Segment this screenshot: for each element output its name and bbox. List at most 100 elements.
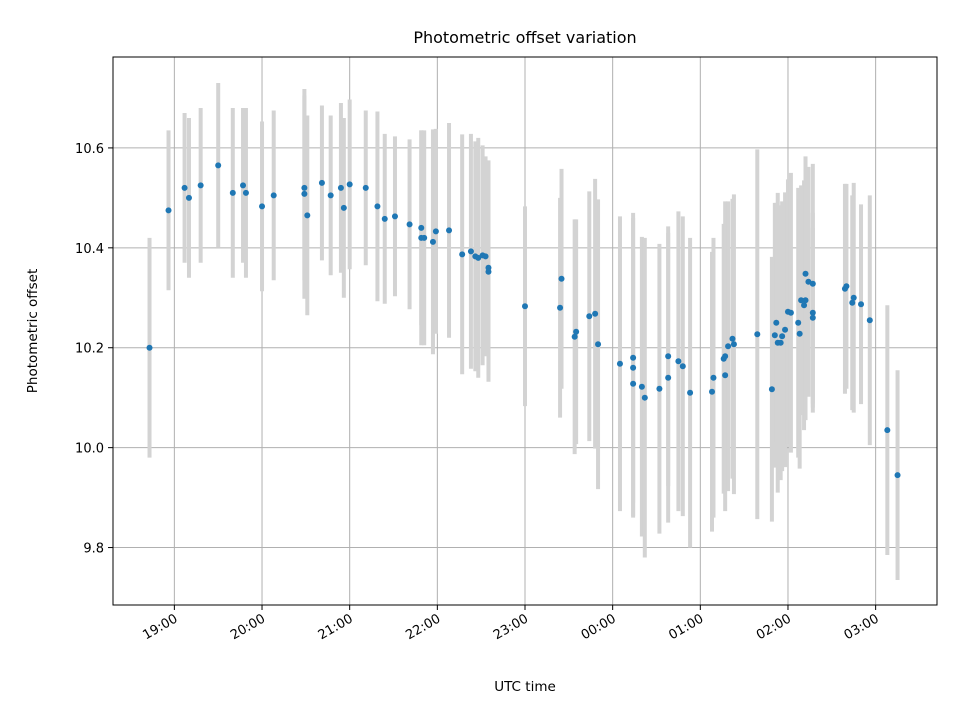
data-point	[429, 238, 436, 245]
data-point	[558, 275, 565, 282]
data-point	[185, 194, 192, 201]
data-point	[710, 374, 717, 381]
data-point	[242, 189, 249, 196]
x-axis-label: UTC time	[494, 679, 556, 695]
data-point	[630, 354, 637, 361]
y-axis-label: Photometric offset	[25, 269, 41, 393]
data-point	[337, 184, 344, 191]
data-point	[768, 386, 775, 393]
data-point	[630, 380, 637, 387]
data-point	[679, 363, 686, 370]
x-tick-label: 00:00	[579, 611, 619, 643]
data-point	[665, 374, 672, 381]
data-point	[884, 427, 891, 434]
data-point	[467, 248, 474, 255]
data-point	[709, 388, 716, 395]
data-point	[787, 309, 794, 316]
data-point	[722, 372, 729, 379]
data-point	[446, 227, 453, 234]
data-point	[340, 204, 347, 211]
x-tick-label: 23:00	[491, 611, 531, 643]
y-tick-label: 9.8	[83, 542, 104, 557]
y-tick-label: 10.0	[75, 442, 104, 457]
data-point	[802, 270, 809, 277]
data-point	[802, 297, 809, 304]
data-point	[665, 353, 672, 360]
data-point	[197, 182, 204, 189]
data-point	[850, 294, 857, 301]
data-point	[381, 215, 388, 222]
data-point	[362, 184, 369, 191]
data-point	[475, 254, 482, 261]
data-point	[346, 181, 353, 188]
x-tick-label: 02:00	[754, 611, 794, 643]
data-point	[809, 309, 816, 316]
data-point	[638, 383, 645, 390]
data-point	[866, 317, 873, 324]
data-point	[656, 385, 663, 392]
chart-title: Photometric offset variation	[413, 28, 636, 47]
y-tick-label: 10.4	[75, 242, 104, 257]
data-point	[327, 192, 334, 199]
data-point	[301, 184, 308, 191]
data-point	[586, 313, 593, 320]
data-point	[522, 303, 528, 310]
data-point	[573, 328, 580, 335]
x-tick-label: 20:00	[228, 611, 268, 643]
data-point	[729, 335, 736, 342]
data-point	[391, 213, 398, 220]
data-point	[304, 212, 311, 219]
data-point	[849, 299, 856, 306]
x-tick-label: 19:00	[140, 611, 180, 643]
data-point	[725, 343, 732, 350]
data-point	[641, 394, 648, 401]
data-point	[771, 332, 778, 339]
y-tick-label: 10.6	[75, 142, 104, 157]
data-point	[777, 339, 784, 346]
data-point	[616, 360, 623, 367]
data-point	[592, 310, 599, 317]
data-point	[773, 319, 780, 326]
data-point	[722, 353, 729, 360]
data-point	[181, 184, 188, 191]
data-point	[754, 331, 761, 338]
data-point	[798, 297, 805, 304]
x-tick-label: 21:00	[316, 611, 356, 643]
data-point	[894, 472, 901, 479]
data-point	[809, 314, 816, 321]
data-point	[796, 330, 803, 337]
data-point	[406, 221, 413, 228]
data-point	[421, 234, 428, 241]
data-points	[146, 162, 901, 479]
data-point	[146, 344, 153, 351]
data-point	[730, 341, 737, 348]
data-point	[482, 253, 489, 260]
data-point	[374, 203, 381, 210]
data-point	[240, 182, 247, 189]
data-point	[432, 228, 439, 235]
y-axis: 9.8 10.0 10.2 10.4 10.6	[75, 142, 113, 557]
data-point	[779, 333, 786, 340]
data-point	[858, 301, 865, 308]
data-point	[782, 326, 789, 333]
data-point	[795, 319, 802, 326]
x-tick-label: 01:00	[666, 611, 706, 643]
x-axis: 19:00 20:00 21:00 22:00 23:00 00:00 01:00 02:00…	[140, 605, 882, 643]
data-point	[301, 190, 308, 197]
data-point	[270, 192, 277, 199]
x-tick-label: 22:00	[403, 611, 443, 643]
data-point	[229, 189, 236, 196]
data-point	[459, 251, 466, 258]
data-point	[485, 268, 492, 275]
data-point	[571, 333, 578, 340]
data-point	[843, 283, 850, 290]
data-point	[318, 179, 325, 186]
x-tick-label: 03:00	[842, 611, 882, 643]
data-point	[595, 341, 602, 348]
data-point	[630, 364, 637, 371]
data-point	[675, 358, 682, 365]
data-point	[687, 389, 694, 396]
data-point	[557, 304, 564, 311]
data-point	[165, 207, 172, 214]
